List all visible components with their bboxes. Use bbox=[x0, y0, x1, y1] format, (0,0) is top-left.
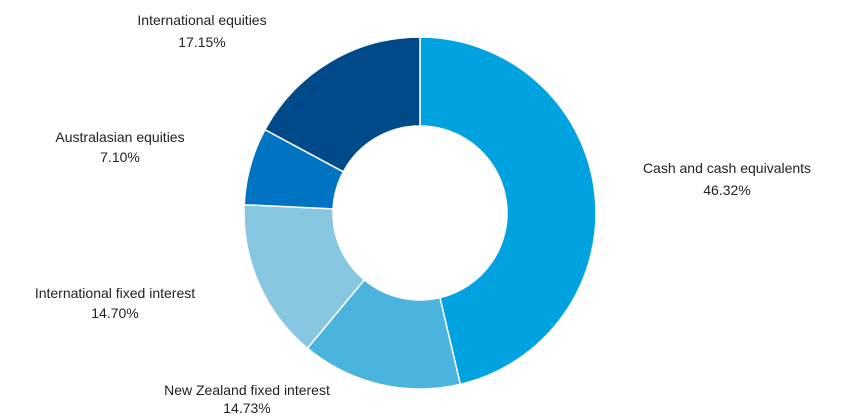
slice-cash bbox=[419, 36, 597, 386]
slice-label-intl-equities: International equities 17.15% bbox=[137, 12, 266, 50]
slice-label-nz-fixed-interest-value: 14.73% bbox=[223, 400, 270, 416]
slice-label-nz-fixed-interest-name: New Zealand fixed interest bbox=[164, 382, 330, 398]
slice-label-australasian-equities: Australasian equities 7.10% bbox=[55, 129, 184, 165]
slice-label-intl-equities-value: 17.15% bbox=[178, 34, 225, 50]
slice-label-intl-equities-name: International equities bbox=[137, 12, 266, 28]
slice-label-intl-fixed-interest-value: 14.70% bbox=[91, 305, 138, 321]
donut-slices bbox=[243, 36, 597, 390]
slice-label-intl-fixed-interest-name: International fixed interest bbox=[35, 285, 195, 301]
slice-label-cash: Cash and cash equivalents 46.32% bbox=[643, 160, 811, 198]
slice-intl-equities bbox=[263, 36, 421, 173]
slice-label-cash-value: 46.32% bbox=[703, 182, 750, 198]
slice-label-australasian-equities-value: 7.10% bbox=[100, 149, 140, 165]
slice-label-cash-name: Cash and cash equivalents bbox=[643, 160, 811, 176]
slice-label-nz-fixed-interest: New Zealand fixed interest 14.73% bbox=[164, 382, 330, 416]
slice-label-australasian-equities-name: Australasian equities bbox=[55, 129, 184, 145]
slice-label-intl-fixed-interest: International fixed interest 14.70% bbox=[35, 285, 195, 321]
